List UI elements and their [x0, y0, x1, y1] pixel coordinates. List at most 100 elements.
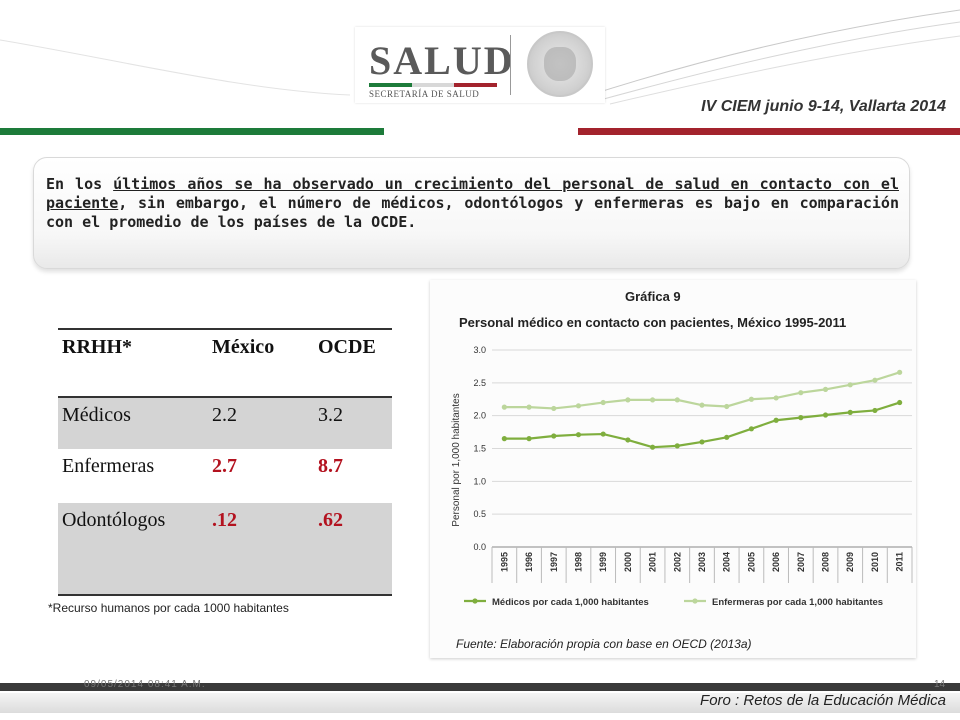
data-point — [699, 439, 705, 445]
y-tick-label: 1.5 — [473, 444, 486, 454]
header-rrhh: RRHH* — [62, 336, 132, 358]
data-point — [551, 433, 557, 439]
table-row: Odontólogos .12 .62 — [58, 503, 392, 595]
data-point — [847, 409, 853, 415]
data-point — [625, 437, 631, 443]
data-point — [798, 390, 804, 396]
y-axis-label: Personal por 1,000 habitantes — [451, 393, 462, 526]
x-tick-label: 1998 — [573, 552, 583, 572]
table-row: Enfermeras 2.7 8.7 — [58, 449, 392, 503]
legend-label: Médicos por cada 1,000 habitantes — [492, 597, 649, 608]
legend-marker — [472, 598, 478, 604]
data-point — [822, 386, 829, 392]
chart-label: Gráfica 9 — [625, 289, 681, 304]
intro-callout: En los últimos años se ha observado un c… — [33, 157, 910, 269]
x-tick-label: 2007 — [796, 552, 806, 572]
x-tick-label: 2002 — [672, 552, 682, 572]
x-tick-label: 2008 — [821, 552, 831, 572]
cell-ocde: 3.2 — [318, 404, 343, 426]
x-tick-label: 2004 — [722, 552, 732, 572]
data-point — [847, 382, 853, 388]
footer-date: 09/05/2014 08:41 A.M. — [84, 679, 206, 690]
data-point — [625, 397, 631, 403]
y-tick-label: 1.0 — [473, 476, 486, 486]
data-point — [773, 395, 779, 401]
logo-color-bar — [369, 83, 497, 87]
y-tick-label: 2.5 — [473, 378, 486, 388]
data-point — [575, 432, 582, 438]
legend-label: Enfermeras por cada 1,000 habitantes — [712, 597, 883, 608]
x-tick-label: 1997 — [549, 552, 559, 572]
table-footnote: *Recurso humanos por cada 1000 habitante… — [48, 601, 289, 615]
cell-mexico: 2.7 — [212, 455, 237, 477]
table-header-row: RRHH* México OCDE — [58, 329, 392, 397]
data-point — [526, 404, 532, 410]
x-tick-label: 2003 — [697, 552, 707, 572]
cell-mexico: .12 — [212, 509, 237, 531]
data-point — [649, 444, 656, 450]
conference-title: IV CIEM junio 9-14, Vallarta 2014 — [701, 98, 946, 115]
x-tick-label: 1995 — [499, 552, 509, 572]
footer-bar — [0, 683, 960, 691]
data-point — [897, 399, 903, 406]
intro-text-underlined: últimos años se ha observado un crecimie… — [46, 175, 899, 212]
data-point — [872, 407, 878, 414]
data-point — [748, 396, 755, 402]
cell-ocde: 8.7 — [318, 455, 343, 477]
data-point — [773, 417, 779, 423]
y-tick-label: 0.0 — [473, 542, 486, 552]
x-tick-label: 2010 — [870, 552, 880, 572]
data-point — [872, 377, 878, 383]
data-point — [674, 397, 680, 403]
chart-source: Fuente: Elaboración propia con base en O… — [456, 637, 752, 651]
data-point — [699, 402, 705, 408]
page-number: 14 — [934, 679, 946, 690]
data-point — [551, 405, 557, 412]
y-tick-label: 0.5 — [473, 509, 486, 519]
salud-logo: SALUD SECRETARÍA DE SALUD — [355, 27, 605, 103]
logo-subtext: SECRETARÍA DE SALUD — [369, 89, 480, 99]
data-point — [649, 397, 656, 403]
y-tick-label: 3.0 — [473, 345, 486, 355]
x-tick-label: 2011 — [895, 552, 905, 572]
cell-label: Enfermeras — [62, 455, 155, 477]
data-point — [748, 426, 755, 432]
chart-title: Personal médico en contacto con paciente… — [459, 315, 846, 330]
mexico-seal-icon — [527, 31, 593, 97]
data-point — [897, 369, 903, 375]
intro-text: En los últimos años se ha observado un c… — [46, 175, 899, 232]
x-tick-label: 1996 — [524, 552, 534, 572]
cell-label: Médicos — [62, 404, 131, 426]
x-tick-label: 1999 — [598, 552, 608, 572]
line-chart: Gráfica 9 Personal médico en contacto co… — [451, 289, 913, 651]
table-row: Médicos 2.2 3.2 — [58, 397, 392, 449]
red-stripe — [578, 128, 960, 135]
chart-panel: Gráfica 9 Personal médico en contacto co… — [430, 280, 916, 658]
y-tick-label: 2.0 — [473, 411, 486, 421]
data-point — [600, 399, 606, 406]
data-point — [822, 412, 829, 418]
intro-text-part1: En los — [46, 175, 114, 193]
x-tick-label: 2005 — [746, 552, 756, 572]
x-tick-label: 2006 — [771, 552, 781, 572]
cell-label: Odontólogos — [62, 509, 166, 531]
header-swoosh-decoration — [0, 9, 960, 105]
data-point — [674, 443, 680, 449]
footer-band — [0, 693, 960, 713]
data-point — [600, 431, 606, 437]
x-tick-label: 2000 — [623, 552, 633, 572]
green-stripe — [0, 128, 384, 135]
header-mexico: México — [212, 336, 275, 358]
data-point — [724, 403, 730, 410]
intro-text-part3: , sin embargo, el número de médicos, odo… — [46, 194, 899, 231]
cell-mexico: 2.2 — [212, 404, 237, 426]
x-tick-label: 2001 — [648, 552, 658, 572]
x-tick-label: 2009 — [845, 552, 855, 572]
header-ocde: OCDE — [318, 336, 376, 358]
cell-ocde: .62 — [318, 509, 343, 531]
legend-marker — [692, 598, 698, 604]
data-point — [526, 436, 532, 442]
data-point — [575, 403, 582, 409]
logo-text: SALUD — [369, 38, 515, 83]
data-point — [798, 415, 804, 421]
